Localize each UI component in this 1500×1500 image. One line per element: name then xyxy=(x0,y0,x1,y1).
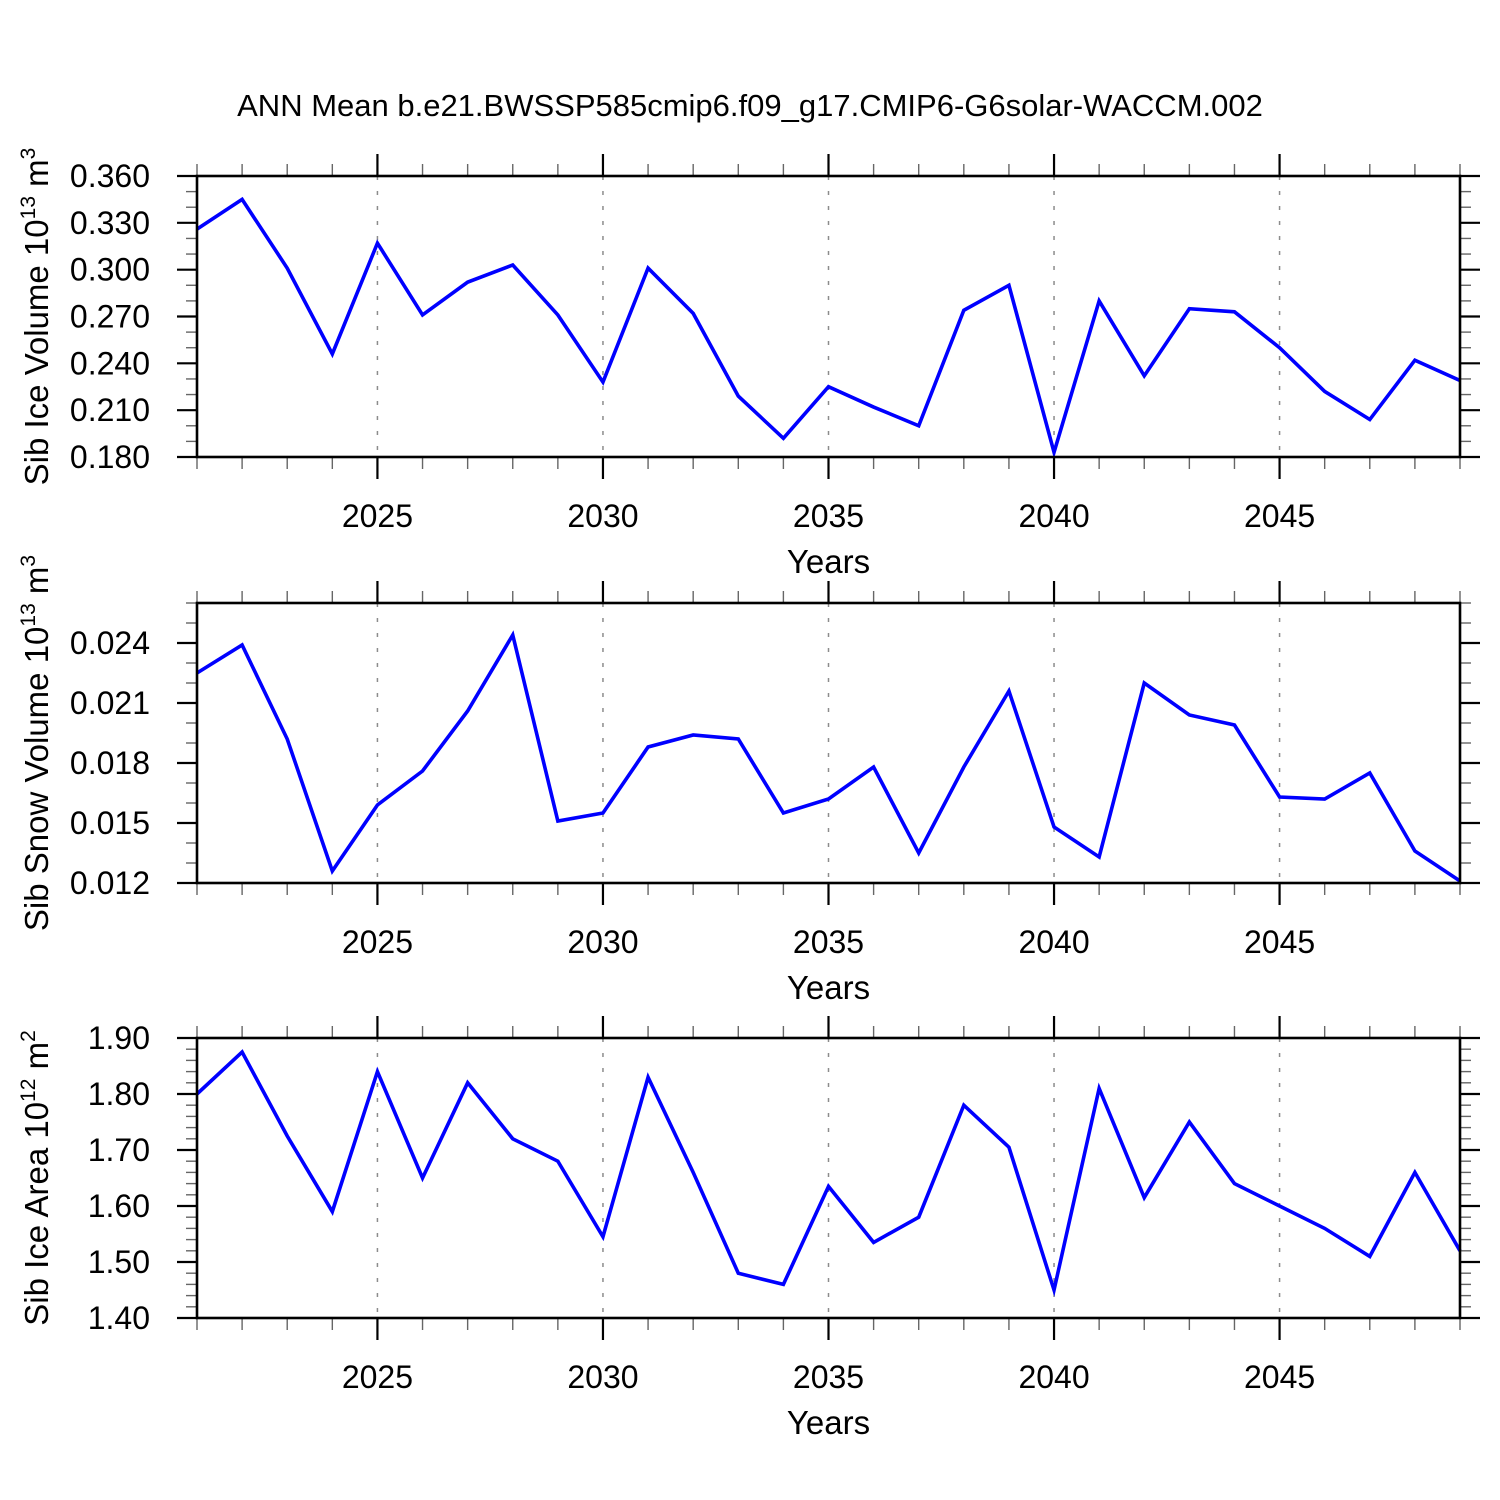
x-tick-label: 2030 xyxy=(567,1359,638,1395)
panel-sib-ice-area: 1.40 1.50 1.60 1.70 1.80 1.90 2025 2030 2035 2040… xyxy=(17,1016,1480,1441)
y-tick-label: 0.330 xyxy=(70,205,150,241)
x-tick-label: 2035 xyxy=(793,924,864,960)
x-tick-label: 2045 xyxy=(1244,498,1315,534)
x-tick-label: 2030 xyxy=(567,498,638,534)
y-tick-label: 1.50 xyxy=(88,1244,150,1280)
x-tick-label: 2025 xyxy=(342,924,413,960)
x-tick-label: 2045 xyxy=(1244,924,1315,960)
y-tick-label: 1.40 xyxy=(88,1300,150,1336)
x-tick-label: 2040 xyxy=(1018,498,1089,534)
x-tick-label: 2035 xyxy=(793,498,864,534)
panel-frame xyxy=(195,1036,1462,1320)
y-tick-label: 0.240 xyxy=(70,345,150,381)
y-tick-label: 0.021 xyxy=(70,685,150,721)
y-tick-label: 0.210 xyxy=(70,392,150,428)
y-tick-label: 0.180 xyxy=(70,439,150,475)
x-tick-label: 2040 xyxy=(1018,924,1089,960)
x-tick-label: 2035 xyxy=(793,1359,864,1395)
panel-sib-snow-volume: 0.012 0.015 0.018 0.021 0.024 2025 2030 2035 204… xyxy=(17,555,1480,1006)
panels-group: 0.180 0.210 0.240 0.270 0.300 0.330 0.360 2025 2… xyxy=(17,148,1480,1441)
y-axis-title: Sib Ice Area 1012 m2 xyxy=(17,1030,55,1326)
x-tick-label: 2025 xyxy=(342,1359,413,1395)
y-tick-label: 1.70 xyxy=(88,1132,150,1168)
x-axis-title: Years xyxy=(787,969,870,1006)
y-tick-label: 0.015 xyxy=(70,805,150,841)
y-tick-label: 1.60 xyxy=(88,1188,150,1224)
x-tick-label: 2025 xyxy=(342,498,413,534)
panel-frame xyxy=(195,174,1462,459)
series-line-sib-snow-volume xyxy=(196,630,1461,883)
x-axis-title: Years xyxy=(787,1404,870,1441)
y-tick-label: 0.300 xyxy=(70,252,150,288)
panel-sib-ice-volume: 0.180 0.210 0.240 0.270 0.300 0.330 0.360 2025 2… xyxy=(17,148,1480,580)
y-tick-label: 0.360 xyxy=(70,158,150,194)
y-tick-label: 0.012 xyxy=(70,865,150,901)
panel-frame xyxy=(195,601,1462,885)
y-tick-label: 0.270 xyxy=(70,299,150,335)
y-tick-label: 1.90 xyxy=(88,1020,150,1056)
x-axis-title: Years xyxy=(787,543,870,580)
series-line-sib-ice-area xyxy=(195,1049,1462,1297)
y-tick-label: 0.024 xyxy=(70,625,150,661)
x-tick-label: 2030 xyxy=(567,924,638,960)
y-axis-title: Sib Ice Volume 1013 m3 xyxy=(17,148,55,486)
y-axis-title: Sib Snow Volume 1013 m3 xyxy=(17,555,55,931)
figure-title: ANN Mean b.e21.BWSSP585cmip6.f09_g17.CMI… xyxy=(237,88,1263,123)
series-line-sib-ice-volume xyxy=(196,196,1461,459)
x-tick-label: 2040 xyxy=(1018,1359,1089,1395)
x-tick-label: 2045 xyxy=(1244,1359,1315,1395)
y-tick-label: 0.018 xyxy=(70,745,150,781)
y-tick-label: 1.80 xyxy=(88,1076,150,1112)
